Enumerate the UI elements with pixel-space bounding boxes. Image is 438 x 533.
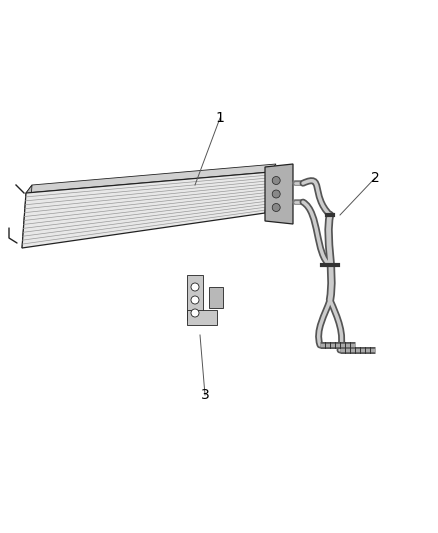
Text: 2: 2 <box>371 171 379 185</box>
Polygon shape <box>22 185 32 248</box>
Circle shape <box>272 190 280 198</box>
Polygon shape <box>209 287 223 308</box>
Polygon shape <box>26 164 276 193</box>
Polygon shape <box>187 310 217 325</box>
Circle shape <box>191 296 199 304</box>
Circle shape <box>191 309 199 317</box>
Polygon shape <box>265 164 293 224</box>
Circle shape <box>191 283 199 291</box>
Text: 3: 3 <box>201 388 209 402</box>
Polygon shape <box>22 172 270 248</box>
Polygon shape <box>187 275 203 320</box>
Circle shape <box>272 176 280 184</box>
Text: 1: 1 <box>215 111 224 125</box>
Circle shape <box>272 204 280 212</box>
